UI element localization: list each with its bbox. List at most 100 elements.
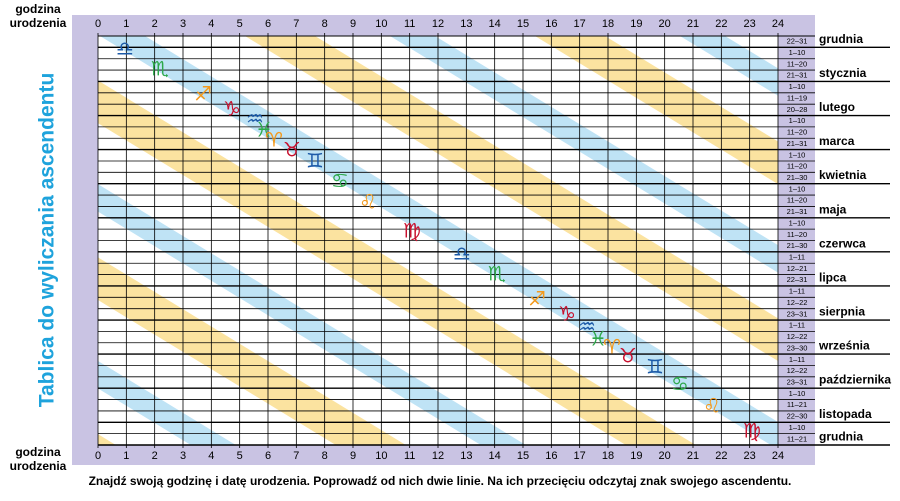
footer: Znajdź swoją godzinę i datę urodzenia. P…: [89, 474, 792, 488]
date-range: 1–11: [789, 253, 805, 262]
date-range: 1–10: [789, 150, 806, 159]
zodiac-sign: ♉: [619, 344, 637, 368]
hour-label-top: 22: [715, 18, 727, 30]
title: Tablica do wyliczania ascendentu: [36, 73, 59, 408]
zodiac-sign: ♋: [671, 372, 689, 396]
date-range: 1–11: [789, 321, 805, 330]
date-range: 11–21: [787, 400, 807, 409]
hour-label-top: 19: [630, 18, 642, 30]
date-range: 11–19: [787, 93, 807, 102]
zodiac-sign: ♓: [255, 118, 273, 142]
zodiac-sign: ♈: [265, 128, 283, 152]
date-range: 21–31: [787, 139, 808, 148]
left-band: [72, 36, 98, 445]
date-range: 12–21: [787, 264, 808, 273]
hour-label-bottom: 18: [602, 450, 614, 462]
hour-label-top: 6: [265, 18, 271, 30]
date-range: 1–10: [789, 184, 806, 193]
month-label: lutego: [819, 100, 855, 114]
date-range: 12–22: [787, 366, 808, 375]
month-label: marca: [819, 134, 855, 148]
grid: 0011223344556677889910101111121213131414…: [95, 18, 891, 462]
hour-label-bottom: 1: [123, 450, 129, 462]
hour-label-top: 2: [152, 18, 158, 30]
date-range: 22–31: [787, 37, 808, 46]
zodiac-sign: ♍: [403, 219, 421, 243]
zodiac-sign: ♈: [603, 335, 621, 359]
date-range: 1–11: [789, 287, 805, 296]
hour-label-bottom: 22: [715, 450, 727, 462]
hour-label-bottom: 21: [687, 450, 699, 462]
hour-label-bottom: 2: [152, 450, 158, 462]
date-range: 11–21: [787, 434, 807, 443]
date-range: 21–31: [787, 71, 808, 80]
hour-label: godzina: [15, 445, 61, 459]
zodiac-sign: ♊: [646, 355, 664, 379]
zodiac-sign: ♉: [283, 138, 301, 162]
date-range: 23–30: [787, 343, 808, 352]
month-label: grudnia: [819, 429, 863, 443]
month-label: sierpnia: [819, 305, 865, 319]
date-range: 1–10: [789, 116, 806, 125]
date-range: 23–31: [787, 309, 808, 318]
zodiac-sign: ♏: [151, 57, 169, 81]
hour-label-top: 3: [180, 18, 186, 30]
stripe: [245, 36, 778, 361]
hour-label-top: 11: [404, 18, 415, 30]
hour-label-top: 5: [237, 18, 243, 30]
zodiac-sign: ♏: [488, 262, 506, 286]
date-range: 1–10: [789, 423, 806, 432]
month-label: czerwca: [819, 236, 866, 250]
hour-label-bottom: 17: [574, 450, 586, 462]
date-range: 1–10: [789, 48, 806, 57]
hour-label-bottom: 19: [630, 450, 642, 462]
zodiac-sign: ♎: [453, 242, 471, 266]
date-range: 21–31: [787, 207, 808, 216]
hour-label-bottom: 10: [375, 450, 387, 462]
hour-label-bottom: 7: [293, 450, 299, 462]
hour-label-top: 1: [123, 18, 129, 30]
month-label: października: [819, 373, 891, 387]
hour-label-top: 4: [208, 18, 214, 30]
hour-label-bottom: 15: [517, 450, 529, 462]
hour-label-bottom: 20: [659, 450, 671, 462]
hour-label-top: 21: [687, 18, 699, 30]
zodiac-sign: ♌: [703, 394, 721, 418]
hour-label-top: 18: [602, 18, 614, 30]
hour-label: godzina: [15, 2, 61, 16]
hour-label-top: 23: [744, 18, 756, 30]
zodiac-sign: ♑: [223, 97, 241, 121]
stripe: [98, 184, 526, 445]
month-label: maja: [819, 202, 847, 216]
hour-label-bottom: 13: [460, 450, 472, 462]
month-label: listopada: [819, 407, 872, 421]
date-range: 1–10: [789, 389, 806, 398]
hour-label-top: 12: [432, 18, 444, 30]
hour-label: urodzenia: [10, 16, 67, 30]
zodiac-sign: ♋: [331, 169, 349, 193]
date-range: 11–20: [787, 196, 807, 205]
top-band: [72, 15, 815, 36]
hour-label-bottom: 9: [350, 450, 356, 462]
hour-label-bottom: 3: [180, 450, 186, 462]
hour-label-bottom: 0: [95, 450, 101, 462]
date-range: 11–20: [787, 128, 807, 137]
hour-label-bottom: 23: [744, 450, 756, 462]
hour-label-top: 9: [350, 18, 356, 30]
date-range: 11–20: [787, 162, 807, 171]
hour-label-top: 16: [545, 18, 557, 30]
month-label: stycznia: [819, 66, 867, 80]
stripe: [98, 361, 236, 445]
hour-label-top: 15: [517, 18, 529, 30]
bottom-band: [72, 445, 815, 465]
stripe: [98, 257, 406, 445]
hour-label-top: 24: [772, 18, 784, 30]
zodiac-sign: ♊: [306, 149, 324, 173]
zodiac-sign: ♍: [743, 419, 761, 443]
month-label: kwietnia: [819, 168, 867, 182]
date-range: 21–30: [787, 173, 808, 182]
month-label: grudnia: [819, 32, 863, 46]
hour-label-bottom: 4: [208, 450, 214, 462]
hour-label-bottom: 12: [432, 450, 444, 462]
